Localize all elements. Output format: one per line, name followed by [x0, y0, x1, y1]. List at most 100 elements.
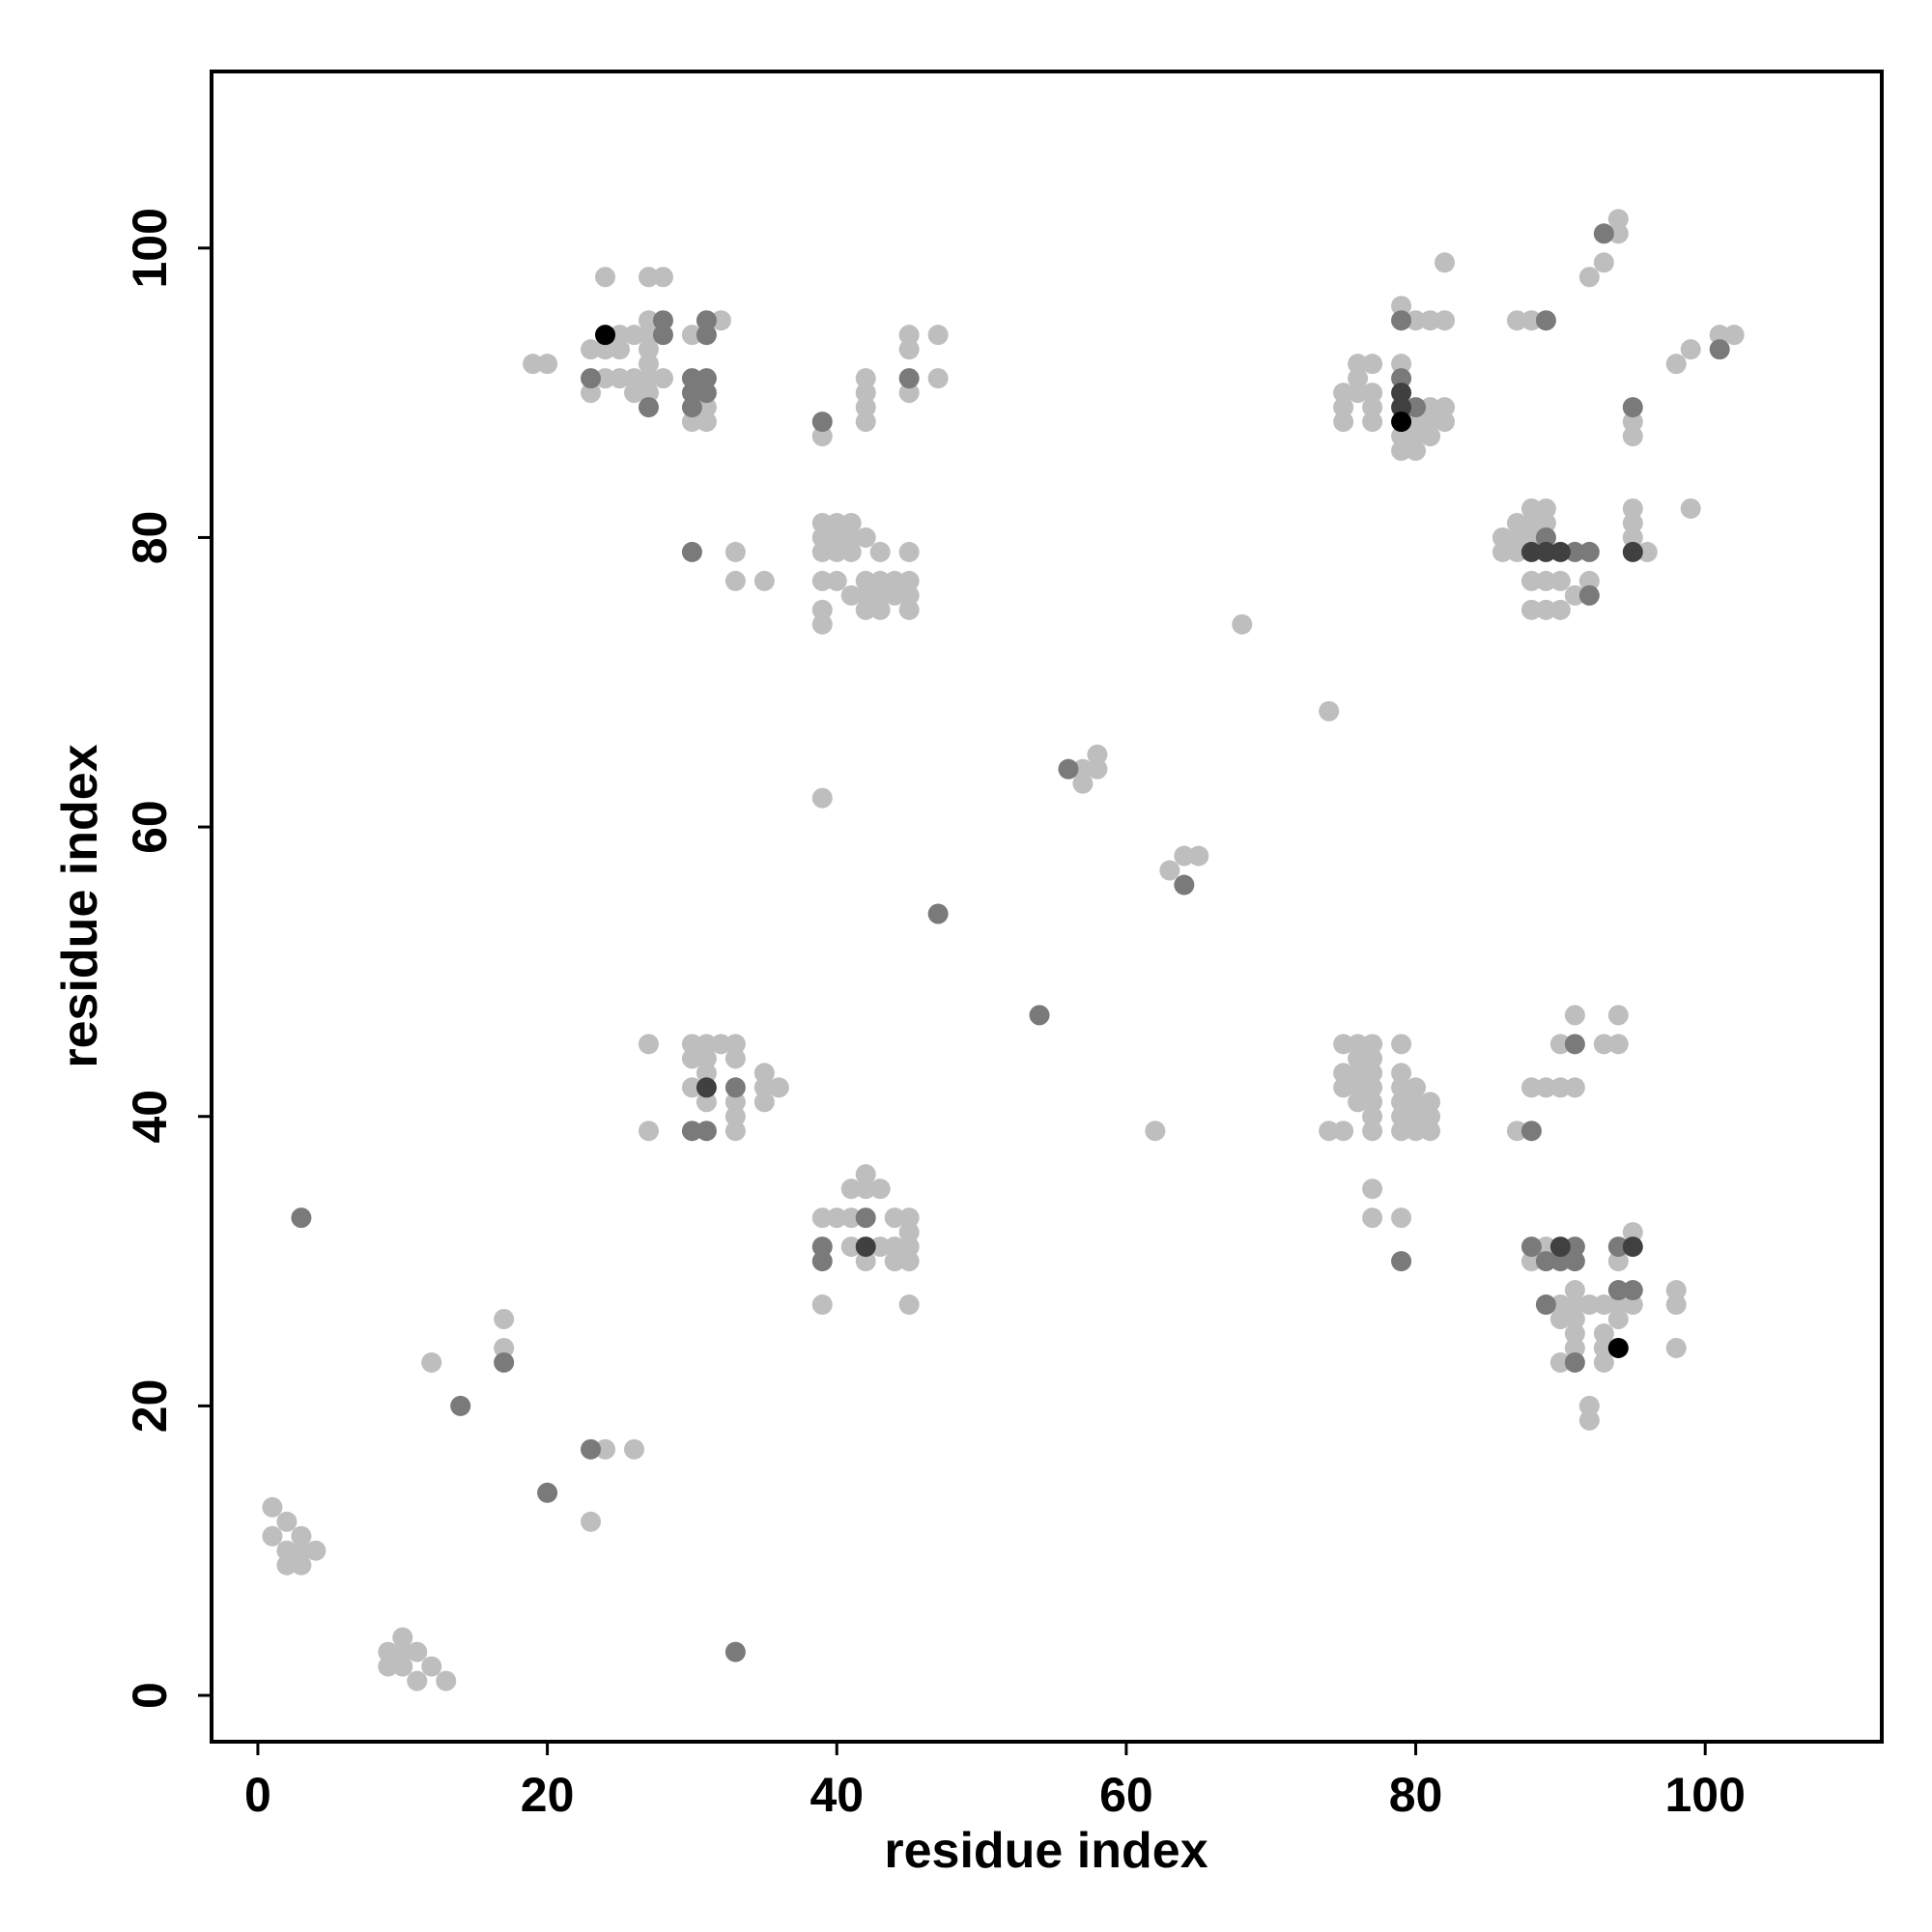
- point: [638, 267, 659, 288]
- point: [1391, 1208, 1412, 1229]
- point: [291, 1554, 312, 1576]
- point: [1564, 1280, 1585, 1301]
- point: [638, 397, 659, 418]
- point: [811, 1208, 833, 1229]
- point: [840, 512, 862, 533]
- point: [840, 1179, 862, 1200]
- point: [811, 1251, 833, 1272]
- point: [898, 1294, 920, 1316]
- point: [855, 368, 876, 389]
- point: [869, 584, 891, 606]
- point: [753, 570, 775, 591]
- point: [826, 541, 847, 562]
- point: [696, 397, 717, 418]
- point: [1406, 426, 1427, 447]
- point: [855, 570, 876, 591]
- point: [710, 1034, 731, 1055]
- point: [378, 1641, 399, 1662]
- point: [696, 1077, 717, 1098]
- point: [1593, 1322, 1614, 1344]
- point: [1535, 1294, 1556, 1316]
- point: [1391, 383, 1412, 404]
- point: [1578, 570, 1600, 591]
- point: [1506, 541, 1527, 562]
- point: [696, 1063, 717, 1084]
- point: [1535, 526, 1556, 548]
- point: [537, 1482, 558, 1503]
- point: [696, 412, 717, 433]
- point: [927, 368, 949, 389]
- point: [1174, 874, 1195, 895]
- point: [898, 383, 920, 404]
- point: [407, 1641, 428, 1662]
- point: [884, 584, 905, 606]
- point: [1391, 368, 1412, 389]
- point: [1578, 1395, 1600, 1416]
- point: [1362, 1034, 1383, 1055]
- point: [1319, 1121, 1340, 1142]
- point: [1406, 412, 1427, 433]
- point: [1535, 570, 1556, 591]
- point: [696, 1048, 717, 1069]
- point: [1564, 1351, 1585, 1373]
- point: [421, 1351, 442, 1373]
- point: [884, 570, 905, 591]
- point: [811, 613, 833, 635]
- point: [1535, 1251, 1556, 1272]
- point: [1406, 440, 1427, 462]
- point: [1520, 599, 1542, 620]
- point: [1362, 1208, 1383, 1229]
- point: [623, 325, 644, 346]
- point: [898, 1236, 920, 1258]
- point: [1593, 1337, 1614, 1358]
- point: [537, 354, 558, 375]
- point: [1549, 599, 1571, 620]
- point: [681, 1048, 702, 1069]
- point: [855, 412, 876, 433]
- point: [681, 541, 702, 562]
- point: [1709, 339, 1730, 360]
- point: [1333, 383, 1354, 404]
- point: [1333, 397, 1354, 418]
- point: [1520, 1121, 1542, 1142]
- point: [1564, 1077, 1585, 1098]
- point: [291, 1540, 312, 1561]
- point: [826, 570, 847, 591]
- point: [1420, 310, 1441, 331]
- point: [1362, 1179, 1383, 1200]
- point: [724, 541, 746, 562]
- point: [392, 1656, 413, 1677]
- point: [1420, 426, 1441, 447]
- point: [1520, 541, 1542, 562]
- point: [1506, 1121, 1527, 1142]
- point: [1391, 1034, 1412, 1055]
- y-tick-label: 0: [123, 1682, 177, 1709]
- point: [523, 354, 544, 375]
- point: [898, 1222, 920, 1243]
- point: [1348, 383, 1369, 404]
- point: [1188, 845, 1209, 867]
- point: [638, 354, 659, 375]
- point: [1535, 512, 1556, 533]
- y-tick-label: 80: [123, 511, 177, 565]
- y-axis-label: residue index: [52, 744, 108, 1067]
- point: [1549, 1034, 1571, 1055]
- point: [1622, 497, 1643, 519]
- point: [276, 1511, 298, 1532]
- point: [581, 383, 602, 404]
- point: [1391, 1251, 1412, 1272]
- point: [1549, 1294, 1571, 1316]
- point: [1520, 497, 1542, 519]
- point: [1406, 1077, 1427, 1098]
- point: [840, 584, 862, 606]
- y-tick-label: 20: [123, 1379, 177, 1434]
- point: [1622, 526, 1643, 548]
- point: [826, 526, 847, 548]
- x-tick-label: 40: [810, 1768, 864, 1822]
- point: [826, 1208, 847, 1229]
- point: [724, 570, 746, 591]
- point: [724, 1048, 746, 1069]
- point: [1607, 223, 1629, 244]
- point: [1622, 541, 1643, 562]
- point: [811, 426, 833, 447]
